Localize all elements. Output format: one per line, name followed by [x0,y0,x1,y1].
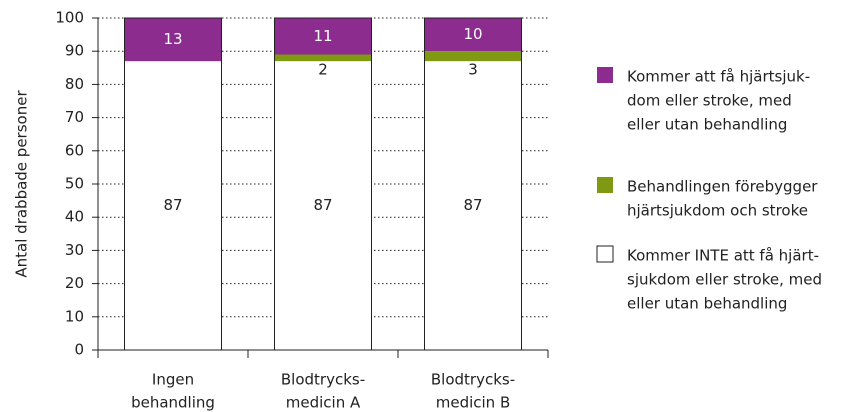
bar-segment [274,54,372,62]
legend-label: eller utan behandling [627,116,787,134]
legend-label: eller utan behandling [627,295,787,313]
value-label: 87 [163,196,182,214]
bar-segment [424,18,522,52]
legend-swatch [597,177,613,193]
bar-segment [424,51,522,62]
x-tick-label: medicin A [286,394,361,412]
value-label: 10 [463,25,482,43]
y-tick-label: 80 [65,75,84,93]
x-tick-label: Blodtrycks- [431,371,515,389]
y-tick-label: 30 [65,241,84,259]
x-tick-label: medicin B [436,394,511,412]
y-tick-label: 90 [65,42,84,60]
y-tick-label: 10 [65,307,84,325]
y-tick-label: 60 [65,141,84,159]
bar-outline [124,17,222,351]
x-tick-label: Ingen [152,371,194,389]
bar-outline [274,17,372,351]
value-label: 2 [318,61,328,79]
legend-label: Kommer INTE att få hjärt- [627,247,819,265]
value-label: 87 [463,196,482,214]
y-tick-label: 100 [55,9,84,27]
y-tick-label: 50 [65,175,84,193]
x-tick-label: behandling [131,394,215,412]
value-label: 87 [313,196,332,214]
bar-outline [424,17,522,351]
bar-segment [424,61,522,350]
legend-swatch [596,245,614,263]
legend-label: dom eller stroke, med [627,92,792,110]
bar-segment [124,18,222,62]
y-tick-label: 0 [74,341,84,359]
y-tick-label: 20 [65,274,84,292]
y-axis-label: Antal drabbade personer [13,90,31,278]
legend-label: Behandlingen förebygger [627,178,818,196]
value-label: 3 [468,61,478,79]
value-label: 11 [313,27,332,45]
value-label: 13 [163,30,182,48]
y-tick-label: 70 [65,108,84,126]
bar-segment [274,61,372,350]
legend-label: sjukdom eller stroke, med [627,271,822,289]
y-tick-label: 40 [65,208,84,226]
bar-segment [274,18,372,55]
legend-label: hjärtsjukdom och stroke [627,202,808,220]
legend-label: Kommer att få hjärtsjuk- [627,68,810,86]
bar-segment [124,61,222,350]
legend-swatch [597,67,613,83]
x-tick-label: Blodtrycks- [281,371,365,389]
